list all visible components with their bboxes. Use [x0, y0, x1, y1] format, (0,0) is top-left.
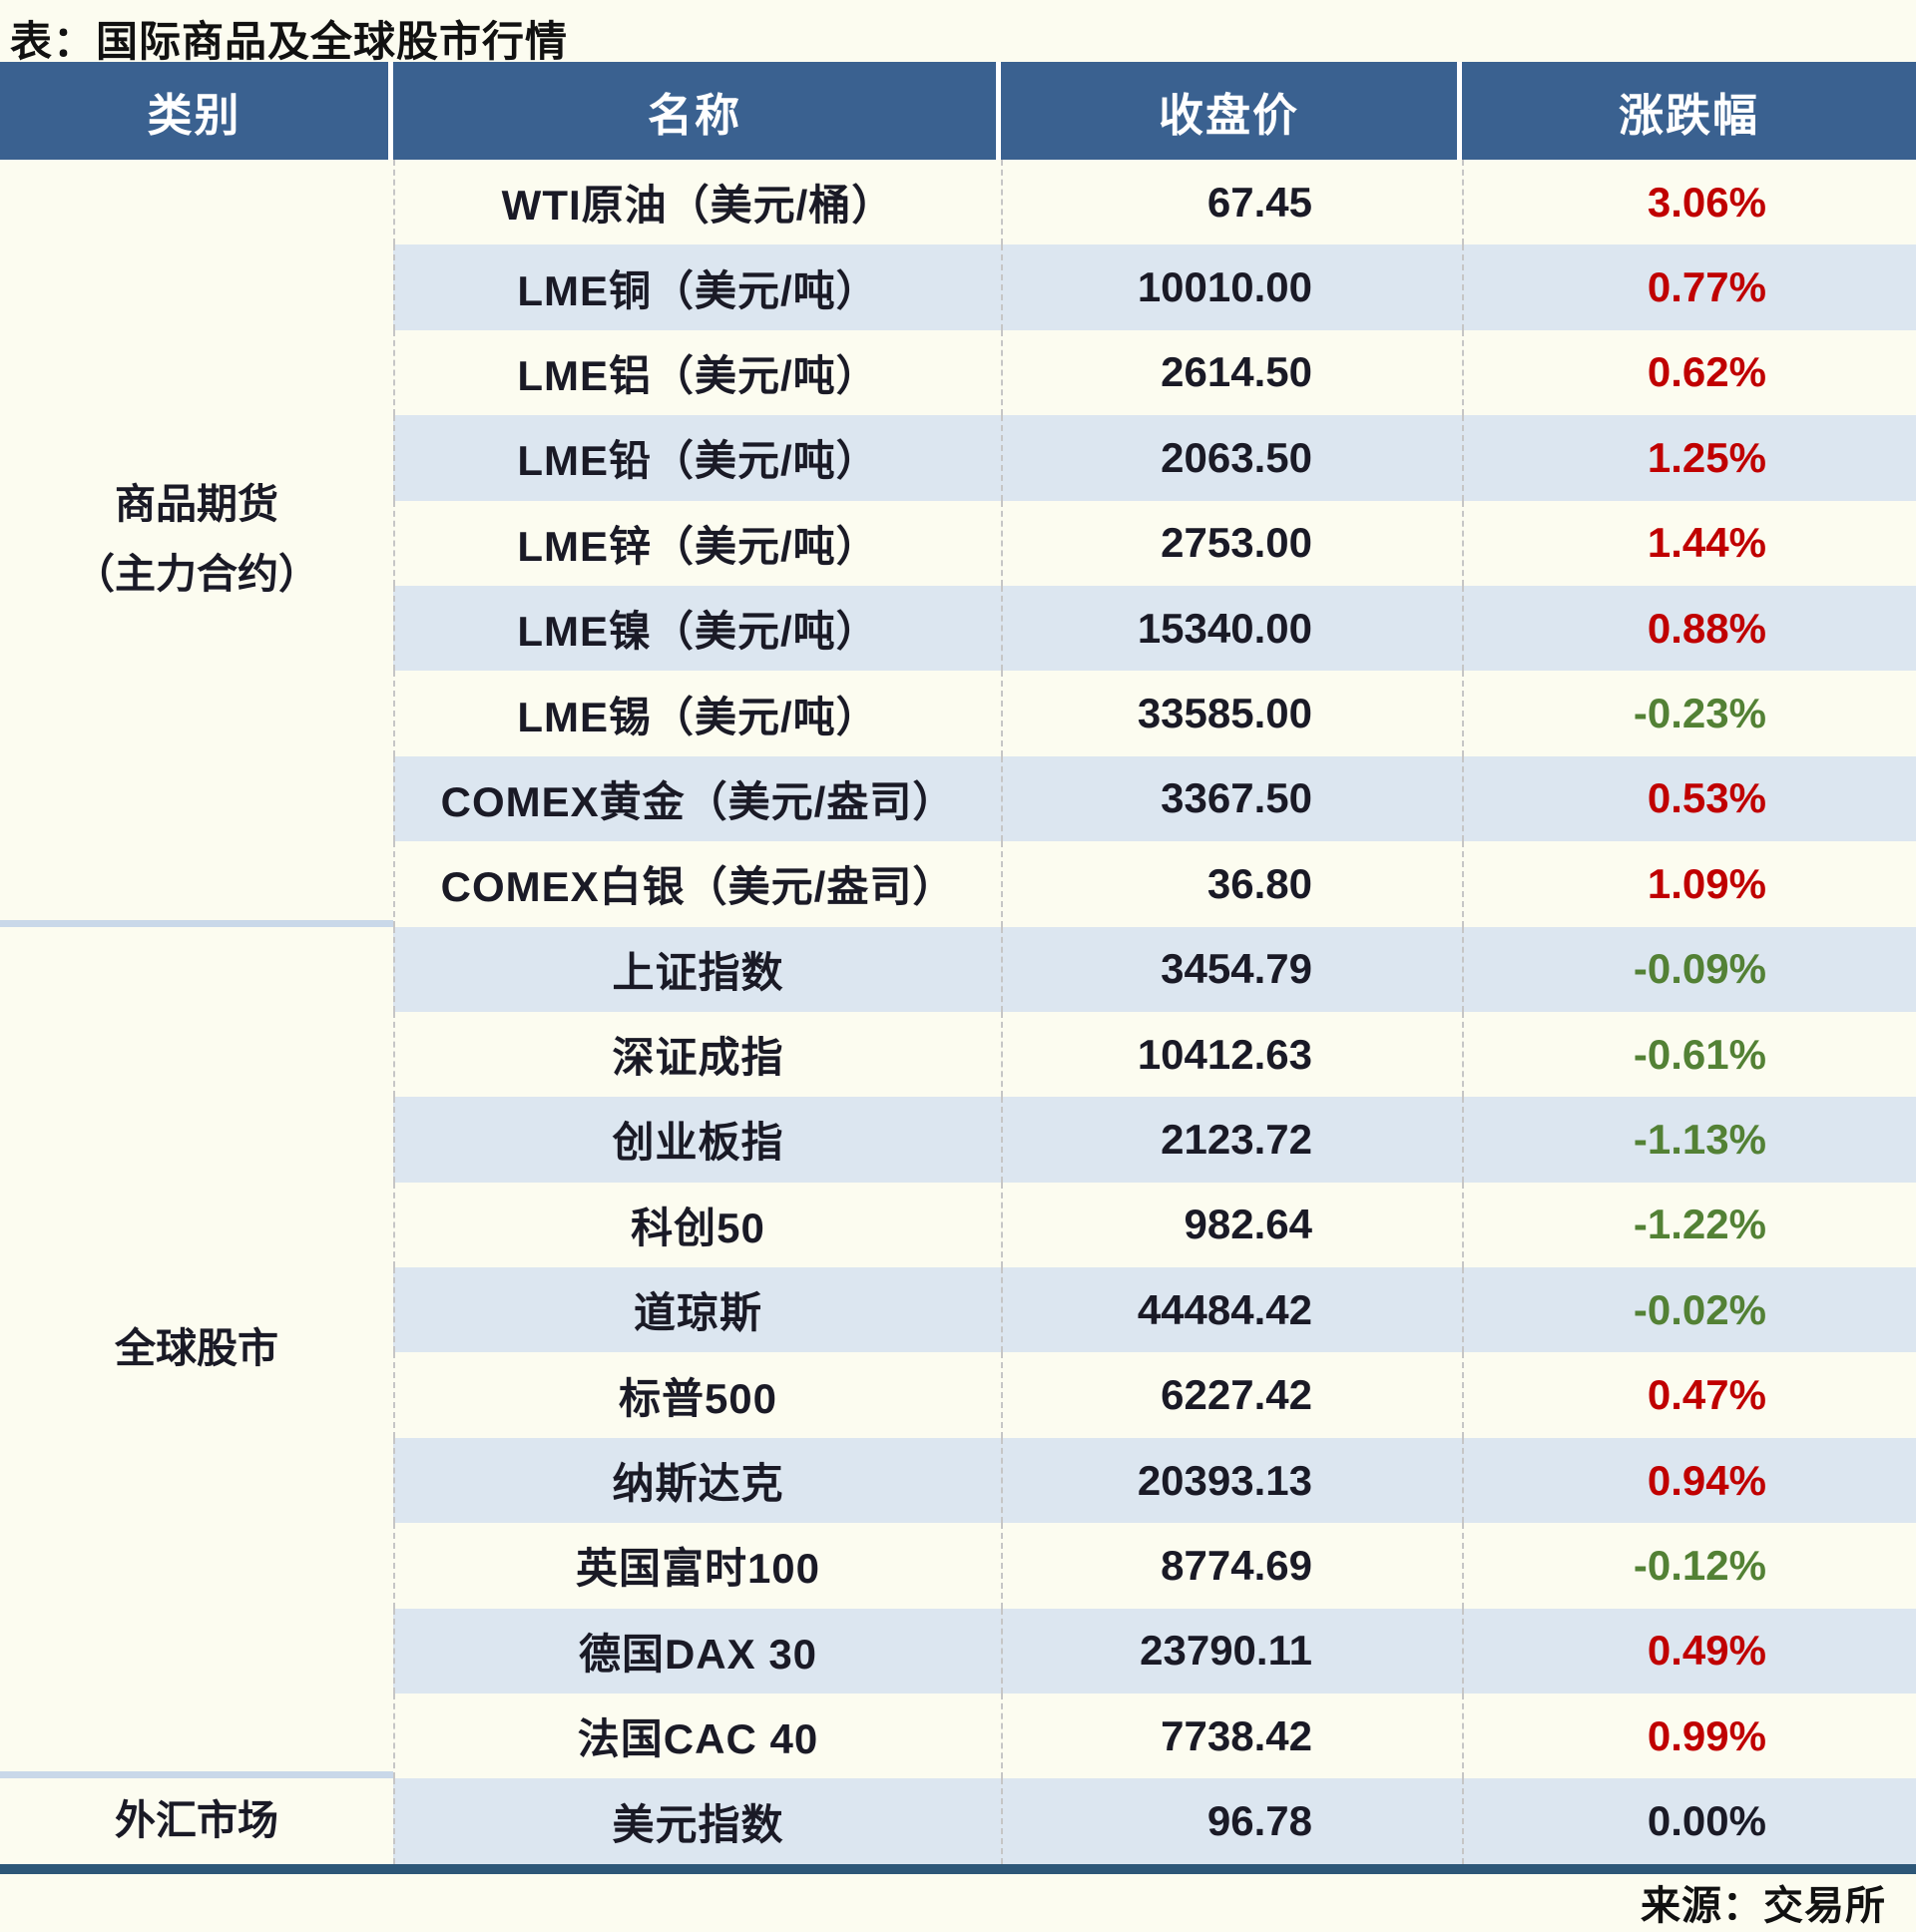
row-close: 20393.13	[1001, 1437, 1462, 1524]
category-commodity-futures: 商品期货 （主力合约）	[0, 160, 393, 927]
row-close: 96.78	[1001, 1778, 1462, 1864]
row-name: 德国DAX 30	[393, 1608, 1001, 1694]
row-name: 创业板指	[393, 1097, 1001, 1183]
row-name: 美元指数	[393, 1778, 1001, 1864]
row-name: WTI原油（美元/桶）	[393, 160, 1001, 245]
row-change: -0.09%	[1462, 926, 1916, 1012]
row-name: 上证指数	[393, 926, 1001, 1012]
category-global-stocks: 全球股市	[0, 927, 393, 1779]
column-header-change: 涨跌幅	[1462, 62, 1916, 160]
category-label: 全球股市	[115, 1325, 278, 1372]
row-name: COMEX白银（美元/盎司）	[393, 841, 1001, 927]
row-change: 0.88%	[1462, 585, 1916, 672]
row-change: 0.00%	[1462, 1778, 1916, 1864]
row-change: -1.22%	[1462, 1182, 1916, 1268]
row-close: 67.45	[1001, 160, 1462, 245]
row-change: 1.25%	[1462, 415, 1916, 501]
row-close: 2063.50	[1001, 415, 1462, 501]
row-close: 3367.50	[1001, 755, 1462, 842]
category-label-line1: 商品期货	[115, 481, 278, 528]
row-change: -1.13%	[1462, 1097, 1916, 1183]
row-name: LME铜（美元/吨）	[393, 244, 1001, 330]
row-change: 0.94%	[1462, 1437, 1916, 1524]
row-close: 44484.42	[1001, 1267, 1462, 1353]
table-bottom-rule	[0, 1863, 1916, 1874]
row-close: 2123.72	[1001, 1097, 1462, 1183]
row-close: 10010.00	[1001, 244, 1462, 330]
column-header-name: 名称	[393, 62, 1001, 160]
row-close: 2753.00	[1001, 500, 1462, 586]
row-change: 0.49%	[1462, 1608, 1916, 1694]
category-forex: 外汇市场	[0, 1778, 393, 1863]
row-name: 深证成指	[393, 1011, 1001, 1098]
row-close: 2614.50	[1001, 329, 1462, 416]
row-name: 法国CAC 40	[393, 1693, 1001, 1779]
page-title: 表：国际商品及全球股市行情	[10, 18, 569, 65]
row-change: -0.61%	[1462, 1011, 1916, 1098]
row-name: 纳斯达克	[393, 1437, 1001, 1524]
row-name: 科创50	[393, 1182, 1001, 1268]
row-close: 7738.42	[1001, 1693, 1462, 1779]
row-name: 标普500	[393, 1352, 1001, 1438]
row-close: 23790.11	[1001, 1608, 1462, 1694]
row-change: 0.53%	[1462, 755, 1916, 842]
row-change: -0.02%	[1462, 1267, 1916, 1353]
row-change: 0.99%	[1462, 1693, 1916, 1779]
row-name: LME锌（美元/吨）	[393, 500, 1001, 586]
row-close: 36.80	[1001, 841, 1462, 927]
row-change: -0.23%	[1462, 671, 1916, 756]
row-close: 8774.69	[1001, 1523, 1462, 1609]
row-close: 982.64	[1001, 1182, 1462, 1268]
row-change: 1.44%	[1462, 500, 1916, 586]
category-label-line2: （主力合约）	[74, 550, 319, 597]
row-name: 道琼斯	[393, 1267, 1001, 1353]
category-label: 外汇市场	[115, 1797, 278, 1844]
row-change: 1.09%	[1462, 841, 1916, 927]
row-name: LME锡（美元/吨）	[393, 671, 1001, 756]
row-change: -0.12%	[1462, 1523, 1916, 1609]
row-close: 15340.00	[1001, 585, 1462, 672]
row-name: LME镍（美元/吨）	[393, 585, 1001, 672]
row-name: 英国富时100	[393, 1523, 1001, 1609]
row-close: 6227.42	[1001, 1352, 1462, 1438]
row-close: 33585.00	[1001, 671, 1462, 756]
row-change: 0.47%	[1462, 1352, 1916, 1438]
row-close: 3454.79	[1001, 926, 1462, 1012]
row-change: 3.06%	[1462, 160, 1916, 245]
column-header-category: 类别	[0, 62, 393, 160]
column-header-close: 收盘价	[1001, 62, 1462, 160]
row-change: 0.77%	[1462, 244, 1916, 330]
row-name: LME铝（美元/吨）	[393, 329, 1001, 416]
row-change: 0.62%	[1462, 329, 1916, 416]
row-name: COMEX黄金（美元/盎司）	[393, 755, 1001, 842]
row-name: LME铅（美元/吨）	[393, 415, 1001, 501]
market-table: 类别 名称 收盘价 涨跌幅 商品期货 （主力合约） 全球股市 外汇市场 WTI原…	[0, 62, 1916, 1864]
row-close: 10412.63	[1001, 1011, 1462, 1098]
source-note: 来源：交易所	[1641, 1883, 1886, 1928]
